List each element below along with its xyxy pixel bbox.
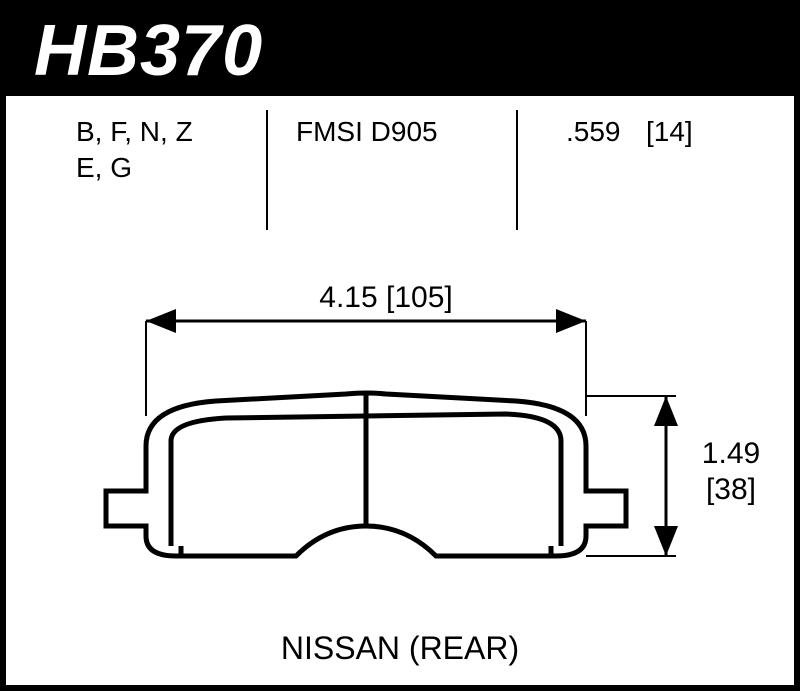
compounds-line2: E, G xyxy=(76,152,132,184)
height-dimension-label: 1.49 [38] xyxy=(686,436,776,508)
diagram-area: 4.15 [105] 1.49 [38] xyxy=(6,266,794,626)
header-bar: HB370 xyxy=(6,6,794,96)
fmsi-code: FMSI D905 xyxy=(296,116,438,148)
width-dimension-label: 4.15 [105] xyxy=(286,281,486,315)
width-mm: [105] xyxy=(386,281,453,314)
thickness-inches: .559 xyxy=(566,116,621,148)
thickness-mm: [14] xyxy=(646,116,693,148)
compounds-line1: B, F, N, Z xyxy=(76,116,193,148)
height-inches: 1.49 xyxy=(686,436,776,472)
height-mm: [38] xyxy=(686,472,776,508)
part-number: HB370 xyxy=(34,10,263,92)
spec-divider-1 xyxy=(266,110,268,230)
application-label: NISSAN (REAR) xyxy=(6,630,794,667)
spec-divider-2 xyxy=(516,110,518,230)
spec-frame: HB370 B, F, N, Z E, G FMSI D905 .559 [14… xyxy=(0,0,800,691)
spec-row: B, F, N, Z E, G FMSI D905 .559 [14] xyxy=(6,116,794,246)
height-dimension xyxy=(586,396,678,556)
brake-pad-diagram xyxy=(86,266,726,626)
width-inches: 4.15 xyxy=(319,281,377,314)
brake-pad-outline xyxy=(106,393,626,556)
